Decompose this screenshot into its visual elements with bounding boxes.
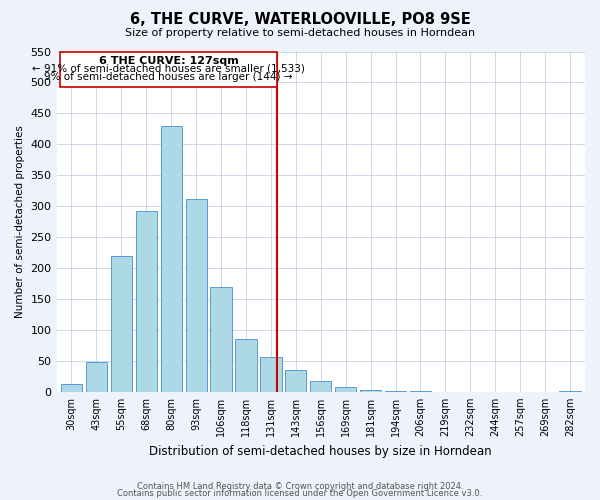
Bar — [185, 199, 207, 392]
Bar — [111, 256, 132, 392]
Bar — [360, 390, 381, 392]
Bar — [310, 380, 331, 392]
Bar — [410, 391, 431, 392]
Bar — [86, 362, 107, 392]
Text: 6, THE CURVE, WATERLOOVILLE, PO8 9SE: 6, THE CURVE, WATERLOOVILLE, PO8 9SE — [130, 12, 470, 28]
Bar — [559, 390, 581, 392]
Text: ← 91% of semi-detached houses are smaller (1,533): ← 91% of semi-detached houses are smalle… — [32, 64, 305, 74]
Bar — [260, 356, 281, 392]
Bar — [136, 211, 157, 392]
Text: Size of property relative to semi-detached houses in Horndean: Size of property relative to semi-detach… — [125, 28, 475, 38]
Bar — [161, 126, 182, 392]
Bar — [61, 384, 82, 392]
Bar — [285, 370, 307, 392]
Text: Contains public sector information licensed under the Open Government Licence v3: Contains public sector information licen… — [118, 489, 482, 498]
Y-axis label: Number of semi-detached properties: Number of semi-detached properties — [15, 125, 25, 318]
Text: 9% of semi-detached houses are larger (144) →: 9% of semi-detached houses are larger (1… — [44, 72, 293, 82]
Bar — [211, 286, 232, 392]
Bar — [235, 339, 257, 392]
Text: 6 THE CURVE: 127sqm: 6 THE CURVE: 127sqm — [98, 56, 238, 66]
X-axis label: Distribution of semi-detached houses by size in Horndean: Distribution of semi-detached houses by … — [149, 444, 492, 458]
Text: Contains HM Land Registry data © Crown copyright and database right 2024.: Contains HM Land Registry data © Crown c… — [137, 482, 463, 491]
Bar — [335, 387, 356, 392]
Bar — [385, 390, 406, 392]
FancyBboxPatch shape — [60, 52, 277, 88]
